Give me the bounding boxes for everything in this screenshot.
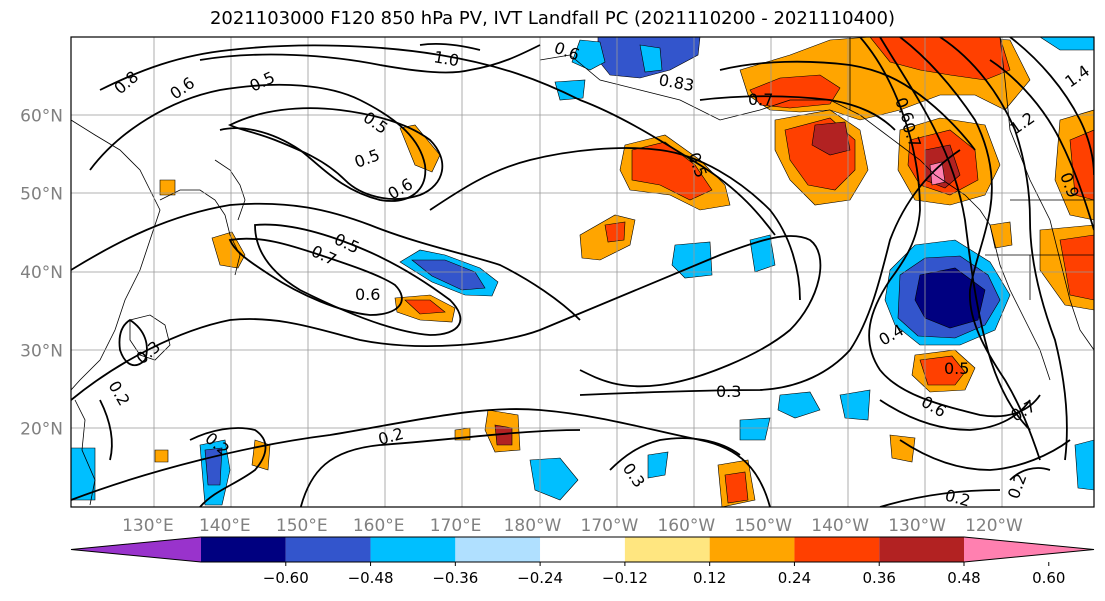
colorbar-bin <box>201 537 286 562</box>
colorbar-tick-label: 0.48 <box>947 569 980 587</box>
positive-anomaly-region <box>404 299 446 315</box>
negative-anomaly-region <box>639 44 663 73</box>
negative-anomaly-region <box>1039 37 1094 51</box>
contour-label: 0.5 <box>360 108 392 138</box>
contour-label: 1.4 <box>1061 61 1093 91</box>
longitude-tick-label: 160°W <box>657 516 715 536</box>
colorbar-bin <box>794 537 880 562</box>
colorbar-bin <box>71 537 201 562</box>
longitude-tick-label: 180°W <box>504 516 562 536</box>
colorbar-bin <box>540 537 625 562</box>
longitude-tick-label: 130°E <box>122 516 174 536</box>
contour-label: 0.6 <box>918 392 950 421</box>
pv-contours <box>71 37 1094 507</box>
negative-anomaly-region <box>529 457 579 501</box>
positive-anomaly-region <box>919 355 966 386</box>
contour-label: 0.83 <box>657 70 695 95</box>
latitude-tick-label: 30°N <box>20 341 63 361</box>
contour-label: 0.7 <box>748 90 773 109</box>
negative-anomaly-region <box>571 39 606 71</box>
longitude-tick-label: 150°E <box>276 516 328 536</box>
positive-anomaly-region <box>159 179 176 196</box>
colorbar-bin <box>455 537 541 562</box>
contour-label: 0.2 <box>105 378 134 410</box>
longitude-tick-label: 170°W <box>581 516 639 536</box>
longitude-tick-label: 120°W <box>965 516 1023 536</box>
map-title: 2021103000 F120 850 hPa PV, IVT Landfall… <box>209 8 896 29</box>
negative-anomaly-region <box>671 241 713 279</box>
contour-label: 0.5 <box>944 359 969 378</box>
contour-label: 0.8 <box>110 67 142 98</box>
contour-label: 0.3 <box>716 382 741 401</box>
colorbar-tick-label: −0.48 <box>348 569 394 587</box>
colorbar-bin <box>370 537 456 562</box>
contour-label: 0.3 <box>619 459 649 491</box>
contour-label: 0.5 <box>247 68 278 96</box>
latitude-tick-label: 50°N <box>20 185 63 205</box>
colorbar-outline <box>70 536 1095 563</box>
longitude-tick-label: 160°E <box>353 516 405 536</box>
longitude-tick-label: 170°E <box>430 516 482 536</box>
colorbar-bin <box>879 537 964 562</box>
longitude-tick-label: 140°W <box>811 516 869 536</box>
negative-anomaly-region <box>1074 439 1094 491</box>
latitude-tick-label: 60°N <box>20 106 63 126</box>
positive-anomaly-region <box>889 434 916 463</box>
colorbar-bin <box>964 537 1094 562</box>
longitude-tick-labels: 130°E 140°E 150°E 160°E 170°E 180°W 170°W 160°W… <box>122 516 1023 536</box>
colorbar-bin <box>624 537 710 562</box>
latitude-tick-label: 20°N <box>20 420 63 440</box>
contour-label: 0.2 <box>943 486 973 511</box>
negative-anomaly-region <box>777 391 821 419</box>
positive-anomaly-region <box>154 449 169 463</box>
negative-anomaly-region <box>839 389 871 421</box>
colorbar-bin <box>285 537 371 562</box>
negative-anomaly-region <box>411 259 486 291</box>
colorbar-tick-label: 0.60 <box>1032 569 1065 587</box>
negative-anomaly-region <box>71 447 96 501</box>
colorbar-tick-label: −0.36 <box>432 569 478 587</box>
longitude-tick-label: 130°W <box>888 516 946 536</box>
negative-anomaly-region <box>749 234 776 273</box>
positive-anomaly-region <box>811 121 851 156</box>
positive-anomaly-region <box>989 221 1013 249</box>
colorbar-tick-label: −0.24 <box>517 569 563 587</box>
negative-anomaly-region <box>739 417 771 441</box>
colorbar-tick-label: −0.12 <box>602 569 648 587</box>
colorbar-tick-label: −0.60 <box>263 569 309 587</box>
colorbar-tick-label: 0.24 <box>778 569 811 587</box>
contour-label: 0.6 <box>166 73 198 103</box>
latitude-tick-labels: 60°N 50°N 40°N 30°N 20°N <box>20 106 63 439</box>
positive-anomaly-region <box>494 424 513 446</box>
negative-anomaly-region <box>647 451 669 479</box>
contour-label: 0.2 <box>1004 471 1031 501</box>
contour-label: 1.0 <box>432 47 460 70</box>
positive-anomaly-region <box>724 471 749 504</box>
contour-label: 0.6 <box>355 285 380 304</box>
contour-label: 0.3 <box>132 337 164 368</box>
plot-frame <box>70 36 1095 508</box>
positive-anomaly-region <box>1059 234 1094 301</box>
longitude-tick-label: 140°E <box>199 516 251 536</box>
colorbar-tick-label: 0.36 <box>863 569 896 587</box>
colorbar-tick-label: 0.12 <box>693 569 726 587</box>
colorbar-bin <box>709 537 795 562</box>
longitude-tick-label: 150°W <box>734 516 792 536</box>
colorbar: −0.60 −0.48 −0.36 −0.24 −0.12 0.12 0.24 0.36 0.4… <box>70 536 1095 587</box>
positive-anomaly-region <box>211 231 246 269</box>
contour-label: 0.5 <box>352 145 382 172</box>
negative-anomaly-region <box>554 79 586 101</box>
positive-anomaly-region <box>604 221 626 243</box>
latitude-tick-label: 40°N <box>20 263 63 283</box>
